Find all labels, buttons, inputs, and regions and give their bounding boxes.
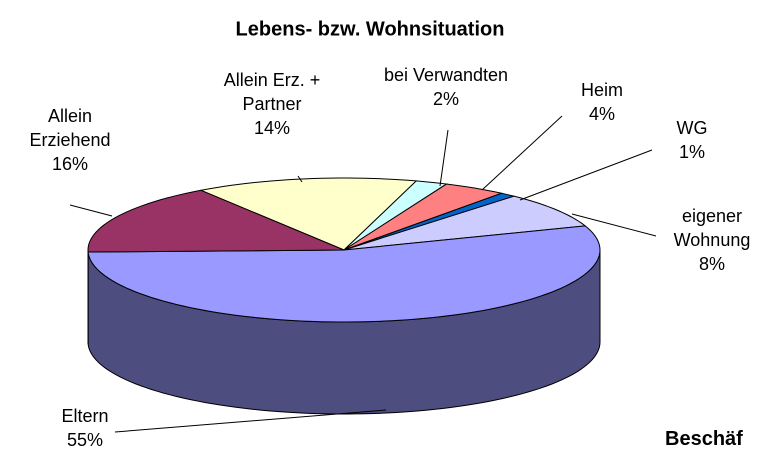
value-label: 2% xyxy=(366,87,526,111)
value-label: 8% xyxy=(662,252,762,276)
category-label: Eltern xyxy=(45,404,125,428)
chart-title: Lebens- bzw. Wohnsituation xyxy=(236,19,505,42)
category-label: bei Verwandten xyxy=(366,63,526,87)
next-chart-title: Beschäf xyxy=(665,428,743,451)
category-label: Heim xyxy=(562,78,642,102)
leader-line xyxy=(70,205,112,216)
leader-line xyxy=(115,410,386,432)
value-label: 1% xyxy=(662,140,722,164)
category-label: Allein Erz. + Partner xyxy=(212,68,332,116)
value-label: 14% xyxy=(212,116,332,140)
leader-line xyxy=(440,130,448,186)
category-label: eigener Wohnung xyxy=(662,204,762,252)
leader-line xyxy=(482,116,562,190)
leader-line xyxy=(520,150,652,200)
value-label: 55% xyxy=(45,428,125,452)
category-label: Allein Erziehend xyxy=(20,104,120,152)
value-label: 4% xyxy=(562,102,642,126)
category-label: WG xyxy=(662,116,722,140)
value-label: 16% xyxy=(20,152,120,176)
